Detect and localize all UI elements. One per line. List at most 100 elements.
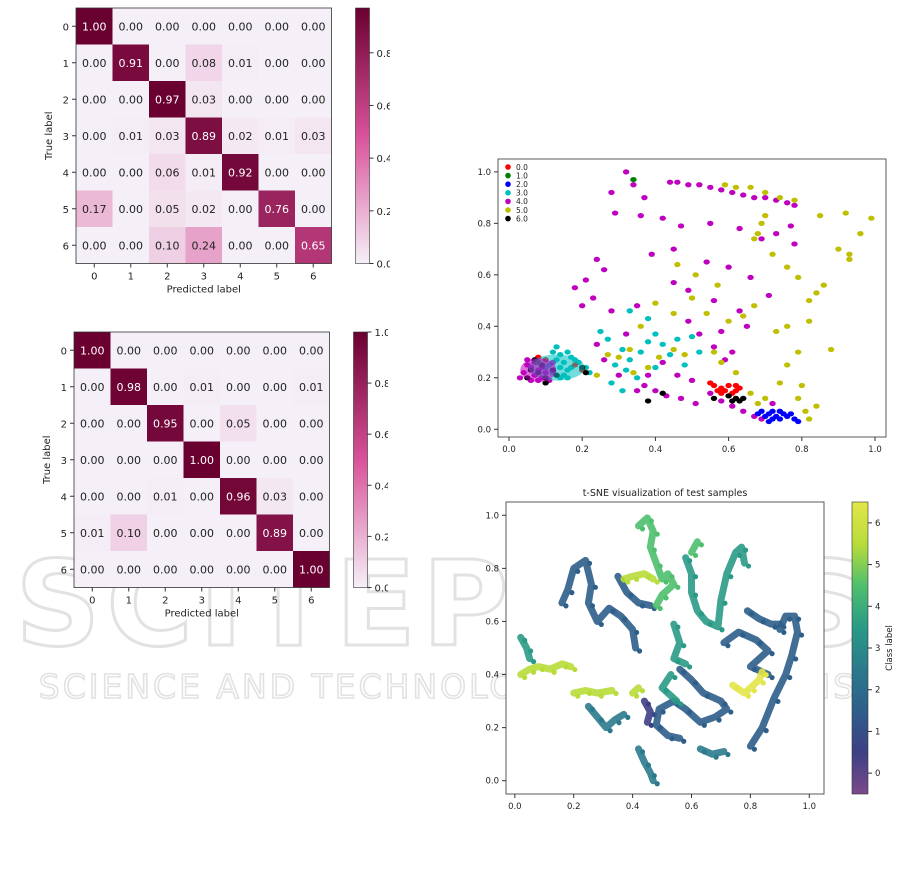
x-tick-label: 1.0	[868, 445, 882, 453]
cm-cell	[110, 368, 147, 405]
tsne-point-class-1	[772, 624, 778, 630]
scatter-point-class-5	[820, 282, 827, 288]
scatter-point-class-5	[725, 318, 732, 324]
tsne-cluster-class-4	[635, 514, 678, 609]
scatter-point-class-4	[729, 349, 736, 355]
scatter-point-class-4	[725, 264, 732, 270]
cm-cell-value: 0.00	[119, 93, 144, 106]
tsne-cluster-class-1	[746, 612, 801, 750]
x-tick-label: 0.0	[508, 802, 522, 812]
cm-cell	[149, 154, 186, 191]
scatter-point-class-0	[718, 390, 725, 396]
cm-cell-value: 0.00	[226, 563, 251, 576]
x-tick-label: 3	[199, 596, 205, 607]
scatter-point-class-4	[729, 189, 736, 196]
scatter-point-class-4	[648, 251, 655, 257]
cm-cell	[149, 227, 186, 264]
scatter-point-class-4	[729, 403, 736, 409]
scatter-point-class-5	[721, 182, 729, 188]
legend-marker	[505, 198, 511, 205]
cm-cell	[258, 8, 295, 45]
cm-cell	[220, 441, 257, 478]
tsne-point-class-1	[660, 709, 666, 715]
scatter-point-class-4	[622, 169, 630, 175]
cm-cell	[76, 117, 113, 154]
scatter-point-class-3	[608, 380, 615, 386]
tsne-point-class-1	[775, 698, 781, 705]
x-tick-label: 4	[237, 272, 243, 283]
tsne-point-class-3	[707, 621, 713, 628]
chart-title: t-SNE visualization of test samples	[583, 488, 748, 499]
cm-cell-value: 0.00	[265, 20, 290, 33]
tsne-point-class-3	[687, 558, 693, 564]
cm-cell	[112, 8, 149, 45]
cm-cell-value: 0.00	[228, 239, 253, 252]
scatter-point-class-4	[593, 256, 601, 262]
scatter-point-class-4	[751, 195, 758, 201]
scatter-point-class-1	[630, 176, 637, 183]
y-tick-label: 4	[63, 168, 69, 179]
cm-cell-value: 0.01	[190, 381, 215, 394]
tsne-point-class-1	[628, 592, 634, 598]
y-axis-label: True label	[44, 111, 55, 161]
scatter-point-class-3	[652, 364, 659, 371]
tsne-point-class-5	[575, 693, 581, 699]
tsne-point-class-5	[586, 690, 593, 697]
cm-cell	[149, 117, 186, 154]
cm-cell-value: 0.89	[263, 527, 288, 540]
tsne-point-class-3	[745, 563, 752, 569]
scatter-point-class-5	[688, 295, 696, 301]
cm-cell	[74, 551, 111, 588]
tsne-cluster-class-5	[570, 687, 616, 697]
scatter-point-class-4	[685, 318, 692, 324]
scatter-point-class-4	[582, 277, 590, 283]
cm-cell-value: 0.00	[117, 417, 142, 430]
cm-cell-value: 0.05	[226, 417, 251, 430]
scatter-point-class-3	[619, 388, 626, 394]
cm-cell-value: 0.00	[263, 417, 288, 430]
cm-cell	[74, 478, 111, 515]
cm-cell	[149, 81, 186, 118]
cm-cell-value: 0.00	[119, 166, 144, 179]
cm-cell	[76, 44, 113, 81]
x-tick-label: 0.6	[722, 445, 736, 453]
cm-cell	[147, 478, 184, 515]
tsne-point-class-4	[669, 574, 675, 580]
cm-cell	[183, 514, 220, 551]
confusion-matrix-1-chart: 1.00 0.00 0.00 0.00 0.00 0.00 0.000.00 0.91 0.00…	[44, 7, 392, 296]
scatter-point-class-4	[685, 182, 692, 188]
scatter-point-class-4	[707, 220, 714, 226]
tsne-point-class-3	[698, 611, 704, 617]
cm-cell-value: 0.98	[117, 381, 142, 394]
scatter-point-class-4	[674, 179, 681, 185]
scatter-point-class-5	[630, 370, 637, 376]
cm-cell	[256, 368, 293, 405]
scatter-point-class-5	[751, 236, 758, 242]
cm-cell-value: 0.02	[228, 130, 253, 143]
scatter-point-class-5	[762, 395, 769, 401]
scatter-point-class-5	[805, 297, 813, 304]
scatter-point-class-6	[729, 398, 736, 404]
tsne-point-class-6	[760, 680, 766, 686]
cm-cell-value: 0.92	[228, 166, 253, 179]
cm-cell	[110, 478, 147, 515]
cm-cell-value: 1.00	[80, 344, 105, 357]
cm-cell	[112, 190, 149, 227]
scatter-point-class-6	[740, 395, 747, 401]
cm-cell-value: 0.00	[82, 239, 107, 252]
cm-cell	[110, 441, 147, 478]
cm-cell-value: 0.76	[265, 203, 290, 216]
cm-cell	[256, 332, 293, 369]
scatter-point-class-4	[611, 210, 619, 216]
cm-cell	[293, 514, 330, 551]
x-tick-label: 0.6	[685, 802, 699, 812]
cm-cell	[258, 227, 295, 264]
scatter-point-class-4	[743, 323, 751, 329]
cm-cell	[258, 190, 295, 227]
tsne-point-class-4	[663, 579, 669, 585]
scatter-point-class-4	[670, 246, 677, 252]
colorbar-tick-label: 0.6	[377, 101, 391, 112]
tsne-point-class-2	[651, 773, 657, 779]
cm-cell	[74, 332, 111, 369]
scatter-point-class-4	[740, 192, 747, 198]
